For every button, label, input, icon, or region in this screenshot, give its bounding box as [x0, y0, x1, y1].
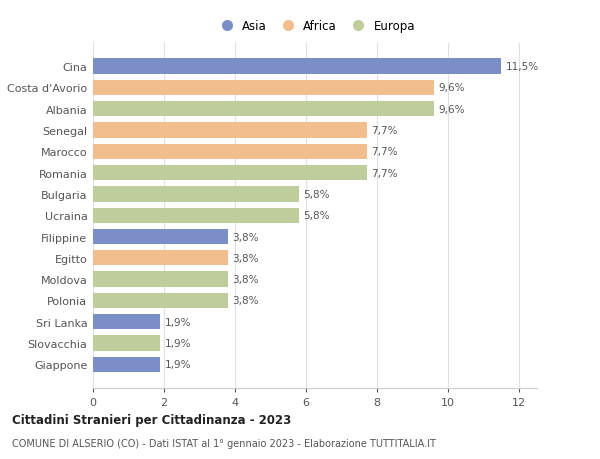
Text: 9,6%: 9,6% [438, 83, 465, 93]
Bar [93, 59, 502, 74]
Text: 5,8%: 5,8% [303, 190, 330, 200]
Text: 1,9%: 1,9% [165, 338, 191, 348]
Bar [93, 251, 228, 266]
Text: COMUNE DI ALSERIO (CO) - Dati ISTAT al 1° gennaio 2023 - Elaborazione TUTTITALIA: COMUNE DI ALSERIO (CO) - Dati ISTAT al 1… [12, 438, 436, 448]
Bar [93, 208, 299, 224]
Legend: Asia, Africa, Europa: Asia, Africa, Europa [210, 15, 420, 38]
Bar [93, 144, 367, 160]
Text: 7,7%: 7,7% [371, 147, 397, 157]
Text: 1,9%: 1,9% [165, 359, 191, 369]
Text: 7,7%: 7,7% [371, 168, 397, 178]
Text: 3,8%: 3,8% [232, 296, 259, 306]
Bar [93, 102, 434, 117]
Bar [93, 123, 367, 138]
Bar [93, 314, 160, 330]
Bar [93, 272, 228, 287]
Bar [93, 80, 434, 96]
Text: 7,7%: 7,7% [371, 126, 397, 136]
Bar [93, 187, 299, 202]
Bar [93, 336, 160, 351]
Bar [93, 293, 228, 308]
Text: 1,9%: 1,9% [165, 317, 191, 327]
Bar [93, 357, 160, 372]
Bar [93, 230, 228, 245]
Text: 3,8%: 3,8% [232, 232, 259, 242]
Text: 5,8%: 5,8% [303, 211, 330, 221]
Text: 3,8%: 3,8% [232, 274, 259, 285]
Text: Cittadini Stranieri per Cittadinanza - 2023: Cittadini Stranieri per Cittadinanza - 2… [12, 413, 291, 426]
Text: 9,6%: 9,6% [438, 105, 465, 114]
Bar [93, 166, 367, 181]
Text: 3,8%: 3,8% [232, 253, 259, 263]
Text: 11,5%: 11,5% [506, 62, 539, 72]
